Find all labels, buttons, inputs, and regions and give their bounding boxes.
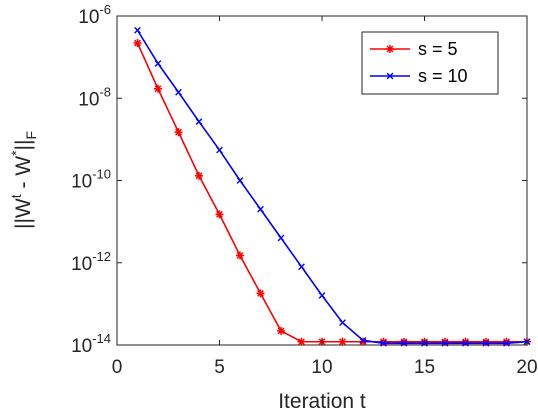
- y-axis-label-sup2: *: [8, 150, 24, 156]
- data-point: [236, 251, 244, 260]
- x-tick-label: 20: [516, 357, 537, 378]
- data-point: [216, 146, 223, 154]
- data-point: [154, 84, 162, 93]
- data-point: [462, 339, 469, 347]
- y-axis-label-main: ||W: [12, 198, 35, 229]
- legend-label: s = 10: [418, 66, 468, 86]
- data-point: [503, 339, 510, 347]
- legend-box: [361, 31, 499, 95]
- data-point: [482, 337, 490, 346]
- legend-marker: [386, 72, 394, 80]
- y-tick-label: 10-8: [78, 84, 111, 110]
- x-tick-label: 0: [112, 357, 123, 378]
- data-point: [134, 26, 141, 34]
- data-point: [359, 337, 367, 346]
- data-point: [256, 289, 265, 298]
- legend-entry-0: s = 5: [370, 39, 458, 59]
- data-point: [195, 171, 203, 180]
- series-line-1: [136, 29, 528, 345]
- data-point: [236, 177, 244, 184]
- y-tick-labels: 10-14 10-12 10-10 10-8 10-6: [71, 2, 111, 357]
- data-point: [441, 339, 449, 347]
- x-tick-label: 5: [214, 357, 225, 378]
- y-axis-label-close: ||: [12, 140, 35, 151]
- series-1: [134, 26, 531, 347]
- series-layer: [133, 26, 531, 347]
- data-point: [195, 118, 203, 126]
- data-point: [400, 339, 408, 347]
- data-point: [482, 339, 490, 347]
- data-point: [379, 337, 388, 346]
- x-tick-label: 15: [414, 357, 435, 378]
- data-point: [502, 337, 511, 346]
- x-tick-labels: 0 5 10 15 20: [112, 357, 538, 378]
- data-point: [380, 339, 387, 347]
- data-point: [174, 128, 183, 137]
- y-tick-label: 10-14: [71, 331, 111, 357]
- y-axis-label-sub: F: [23, 131, 39, 140]
- y-tick-label: 10-12: [71, 249, 111, 275]
- legend-label: s = 5: [418, 39, 458, 59]
- legend-marker: [386, 45, 394, 53]
- y-axis-label-mid: - W: [12, 156, 35, 195]
- y-tick-label: 10-6: [78, 2, 111, 28]
- data-point: [441, 337, 449, 346]
- data-point: [298, 263, 305, 271]
- data-point: [461, 337, 470, 346]
- axis-ticks: [116, 15, 528, 346]
- legend-entry-1: s = 10: [370, 66, 468, 86]
- x-tick-label: 10: [311, 357, 332, 378]
- data-point: [215, 210, 224, 219]
- data-point: [154, 60, 162, 67]
- data-point: [257, 205, 264, 213]
- data-point: [339, 319, 346, 327]
- data-point: [400, 337, 408, 346]
- data-point: [338, 337, 347, 346]
- legend-entries: s = 5 s = 10: [370, 39, 468, 86]
- data-point: [277, 234, 285, 242]
- data-point: [297, 337, 306, 346]
- data-point: [359, 336, 367, 344]
- data-point: [175, 88, 182, 96]
- x-axis-label: Iteration t: [278, 390, 366, 413]
- y-axis-label-sup1: t: [8, 194, 24, 198]
- data-point: [318, 292, 326, 299]
- y-axis-label: ||Wt - W*||F: [8, 131, 39, 229]
- data-point: [133, 39, 142, 48]
- data-point: [277, 326, 285, 335]
- legend: s = 5 s = 10: [361, 31, 499, 95]
- y-tick-label: 10-10: [71, 167, 111, 193]
